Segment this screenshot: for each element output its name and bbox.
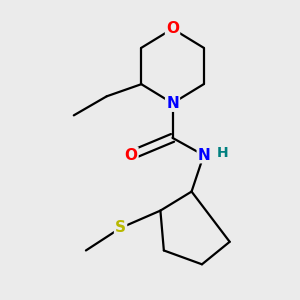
- Text: N: N: [197, 148, 210, 163]
- Text: N: N: [166, 96, 179, 111]
- Text: O: O: [166, 21, 179, 36]
- Text: H: H: [217, 146, 229, 161]
- Text: O: O: [124, 148, 137, 163]
- Text: S: S: [115, 220, 126, 236]
